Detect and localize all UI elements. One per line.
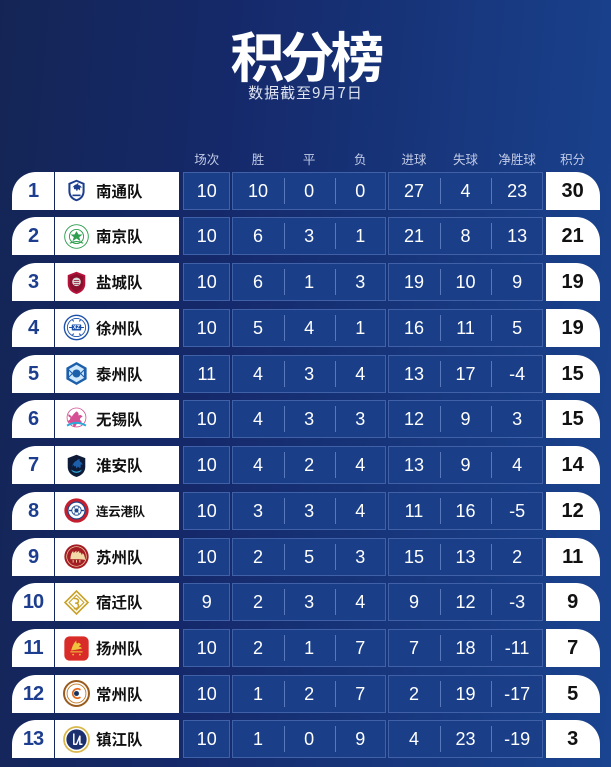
svg-text:XZ: XZ [73,326,81,332]
